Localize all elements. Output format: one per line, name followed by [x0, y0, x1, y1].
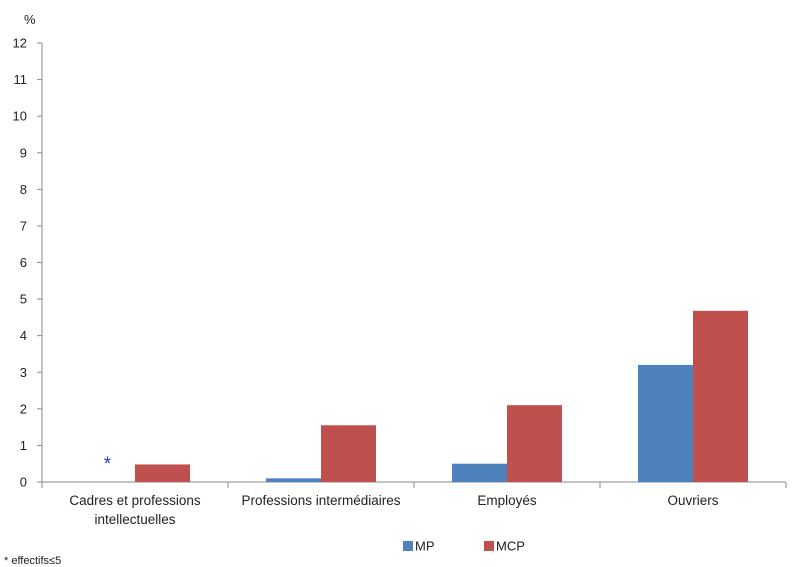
y-tick-label: 8 — [20, 182, 27, 197]
bar-mcp-2 — [507, 405, 562, 482]
y-tick-label: 12 — [13, 36, 27, 51]
y-tick-label: 9 — [20, 145, 27, 160]
legend: MP MCP — [403, 539, 525, 554]
y-tick-label: 4 — [20, 328, 27, 343]
bars — [135, 310, 748, 482]
category-label: intellectuelles — [94, 512, 175, 527]
y-tick-label: 5 — [20, 292, 27, 307]
y-tick-label: 1 — [20, 438, 27, 453]
y-tick-label: 7 — [20, 218, 27, 233]
category-label: Professions intermédiaires — [241, 493, 400, 508]
y-tick-label: 0 — [20, 475, 27, 490]
suppressed-value-marker: * — [104, 454, 112, 475]
legend-label-mp: MP — [415, 539, 435, 554]
bar-mp-3 — [638, 364, 693, 482]
y-tick-label: 2 — [20, 401, 27, 416]
y-tick-label: 6 — [20, 255, 27, 270]
bar-mp-1 — [266, 478, 321, 482]
bar-mcp-3 — [693, 310, 748, 482]
bar-mcp-0 — [135, 464, 190, 482]
x-axis-labels: Cadres et professions intellectuelles Prof… — [69, 493, 718, 527]
legend-swatch-mcp — [484, 541, 494, 551]
legend-label-mcp: MCP — [496, 539, 525, 554]
bar-mcp-1 — [321, 425, 376, 482]
category-label: Cadres et professions — [69, 493, 201, 508]
y-tick-label: 11 — [14, 72, 28, 87]
y-tick-label: 10 — [13, 109, 27, 124]
annotations: * — [104, 454, 112, 475]
category-label: Ouvriers — [667, 493, 718, 508]
bar-mp-2 — [452, 463, 507, 482]
y-tick-label: 3 — [20, 365, 27, 380]
footnote: * effectifs≤5 — [4, 555, 62, 567]
y-unit-label: % — [24, 12, 36, 27]
legend-swatch-mp — [403, 541, 413, 551]
category-label: Employés — [477, 493, 537, 508]
